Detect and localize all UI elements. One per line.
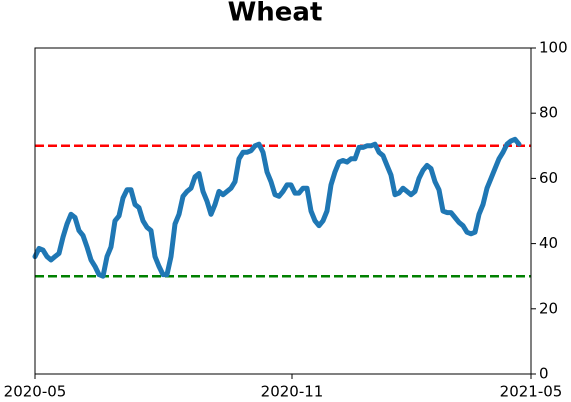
y-tick-label: 40 <box>539 234 558 252</box>
y-tick-label: 0 <box>539 365 549 383</box>
x-tick-label: 2020-11 <box>261 383 324 401</box>
data-line <box>32 136 522 279</box>
chart-title: Wheat <box>228 0 323 28</box>
y-tick-label: 20 <box>539 299 558 317</box>
y-tick-label: 60 <box>539 169 558 187</box>
plot-frame <box>34 47 532 375</box>
x-tick-label: 2021-05 <box>500 383 563 401</box>
y-tick-label: 100 <box>539 39 568 57</box>
y-tick-label: 80 <box>539 104 558 122</box>
x-tick-label: 2020-05 <box>4 383 67 401</box>
